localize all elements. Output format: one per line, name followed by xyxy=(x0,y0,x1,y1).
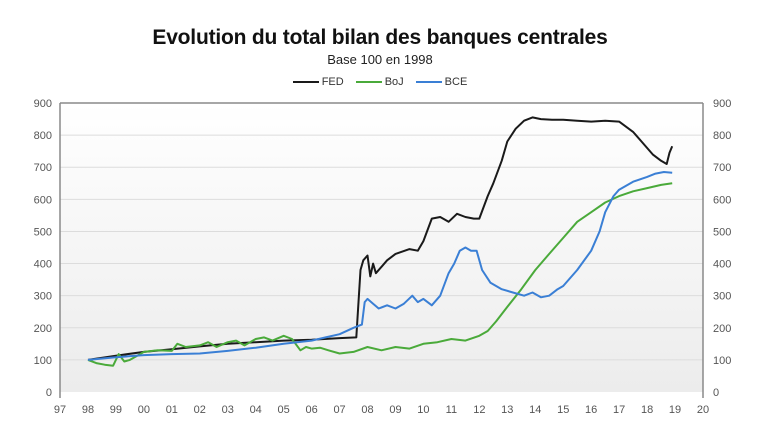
y2-tick-label: 400 xyxy=(713,259,731,271)
x-tick-label: 03 xyxy=(222,404,234,416)
y2-tick-label: 700 xyxy=(713,162,731,174)
x-tick-label: 01 xyxy=(166,404,178,416)
x-tick-label: 97 xyxy=(54,404,66,416)
y-tick-label: 300 xyxy=(34,291,52,303)
x-tick-label: 13 xyxy=(501,404,513,416)
x-tick-label: 16 xyxy=(585,404,597,416)
axes xyxy=(59,102,704,398)
y2-tick-label: 900 xyxy=(713,98,731,110)
series-lines xyxy=(87,116,674,367)
legend: FED BoJ BCE xyxy=(0,76,760,88)
legend-label-boj: BoJ xyxy=(384,76,404,88)
y-tick-label: 900 xyxy=(34,98,52,110)
y-tick-label: 500 xyxy=(34,226,52,238)
y-axis-left-labels: 0 100 200 300 400 500 600 700 800 900 xyxy=(34,98,52,399)
x-tick-label: 20 xyxy=(697,404,709,416)
y2-tick-label: 800 xyxy=(713,130,731,142)
x-tick-label: 98 xyxy=(82,404,94,416)
plot-background xyxy=(60,103,703,392)
legend-label-fed: FED xyxy=(321,76,344,88)
y-tick-label: 200 xyxy=(34,323,52,335)
series-line-bce xyxy=(87,171,673,361)
x-tick-label: 19 xyxy=(669,404,681,416)
y-tick-label: 400 xyxy=(34,259,52,271)
legend-item-boj: BoJ xyxy=(355,76,404,88)
x-tick-label: 05 xyxy=(278,404,290,416)
y2-tick-label: 100 xyxy=(713,355,731,367)
x-tick-label: 12 xyxy=(473,404,485,416)
x-tick-label: 06 xyxy=(305,404,317,416)
series-line-boj xyxy=(87,182,673,367)
x-tick-label: 07 xyxy=(333,404,345,416)
legend-item-bce: BCE xyxy=(415,76,468,88)
chart-title: Evolution du total bilan des banques cen… xyxy=(152,26,608,49)
legend-label-bce: BCE xyxy=(444,76,468,88)
x-tick-label: 10 xyxy=(417,404,429,416)
legend-swatch-fed xyxy=(292,80,319,84)
y2-tick-label: 300 xyxy=(713,291,731,303)
y-tick-label: 800 xyxy=(34,130,52,142)
y-tick-label: 100 xyxy=(34,355,52,367)
x-tick-label: 04 xyxy=(250,404,262,416)
y-axis-right-labels: 0 100 200 300 400 500 600 700 800 900 xyxy=(713,98,731,399)
legend-swatch-boj xyxy=(355,80,382,84)
gridlines xyxy=(60,134,703,361)
x-tick-label: 99 xyxy=(110,404,122,416)
x-tick-label: 15 xyxy=(557,404,569,416)
y2-tick-label: 600 xyxy=(713,194,731,206)
x-tick-label: 09 xyxy=(389,404,401,416)
y2-tick-label: 0 xyxy=(713,387,719,399)
x-tick-label: 08 xyxy=(361,404,373,416)
x-tick-label: 14 xyxy=(529,404,541,416)
legend-swatch-bce xyxy=(415,80,442,84)
y2-tick-label: 200 xyxy=(713,323,731,335)
x-tick-label: 00 xyxy=(138,404,150,416)
y-tick-label: 0 xyxy=(46,387,52,399)
x-tick-label: 02 xyxy=(194,404,206,416)
x-tick-label: 17 xyxy=(613,404,625,416)
legend-item-fed: FED xyxy=(292,76,344,88)
x-axis-labels: 97 98 99 00 01 02 03 04 05 06 07 08 09 10 11 12 13 14 15 16… xyxy=(54,404,709,416)
y-tick-label: 700 xyxy=(34,162,52,174)
y2-tick-label: 500 xyxy=(713,226,731,238)
y-tick-label: 600 xyxy=(34,194,52,206)
x-tick-label: 18 xyxy=(641,404,653,416)
x-tick-label: 11 xyxy=(446,404,457,416)
chart-subtitle: Base 100 en 1998 xyxy=(327,52,433,67)
